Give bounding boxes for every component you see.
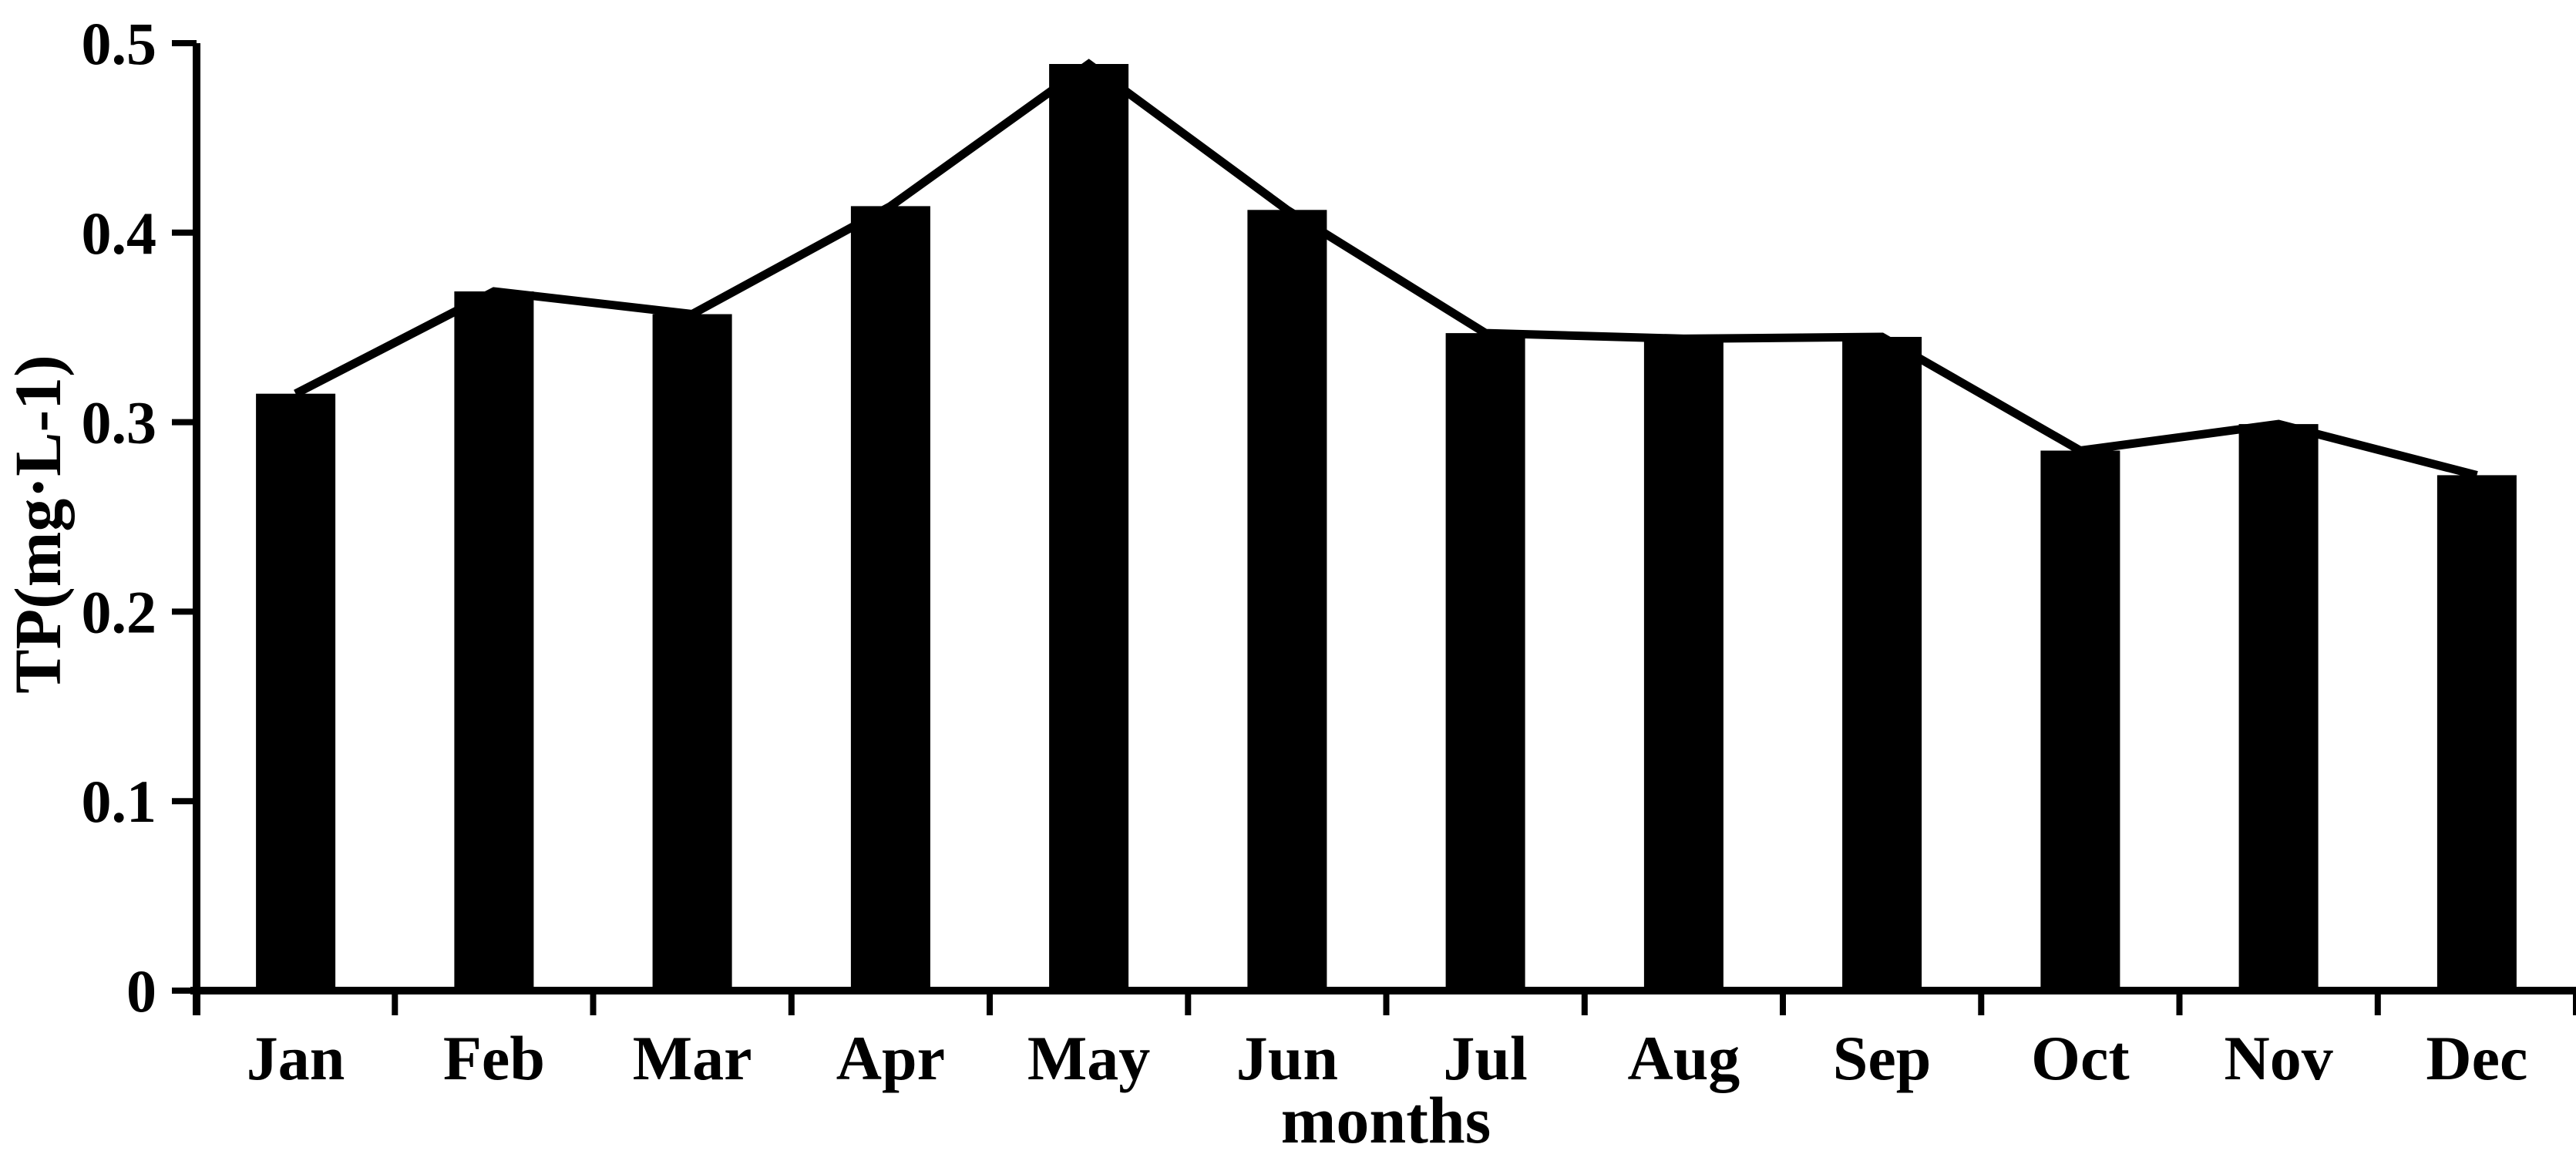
bar-Feb — [454, 291, 534, 991]
x-tick-label-Mar: Mar — [633, 1023, 752, 1093]
x-tick-label-Jan: Jan — [247, 1023, 345, 1093]
bar-Sep — [1842, 337, 1922, 991]
y-tick-label: 0.4 — [82, 200, 157, 267]
bar-May — [1049, 64, 1129, 991]
bar-Apr — [850, 206, 930, 991]
x-tick-label-Apr: Apr — [836, 1023, 945, 1093]
x-axis-title: months — [1281, 1083, 1491, 1157]
y-tick-label: 0 — [126, 957, 156, 1025]
x-tick-label-Feb: Feb — [443, 1023, 545, 1093]
x-tick-label-Jun: Jun — [1236, 1023, 1338, 1093]
plot-area: 0 0.1 0.2 0.3 0.4 0.5 Jan Feb Mar Apr May Jun Jul Aug… — [82, 10, 2576, 1093]
bar-Dec — [2436, 475, 2517, 991]
y-tick-label: 0.2 — [82, 578, 157, 645]
x-tick-label-May: May — [1027, 1023, 1150, 1093]
x-tick-label-Sep: Sep — [1833, 1023, 1932, 1093]
y-axis-title: TP(mg·L-1) — [1, 355, 75, 694]
x-tick-label-Nov: Nov — [2224, 1023, 2332, 1093]
x-tick-label-Oct: Oct — [2031, 1023, 2129, 1093]
trend-line — [294, 59, 2478, 480]
bar-Nov — [2238, 424, 2319, 991]
y-tick-label: 0.3 — [82, 389, 157, 456]
bar-Aug — [1643, 338, 1723, 991]
x-tick-label-Jul: Jul — [1443, 1023, 1527, 1093]
bar-Oct — [2040, 450, 2120, 991]
x-tick-label-Aug: Aug — [1627, 1023, 1740, 1093]
y-tick-label: 0.5 — [82, 10, 157, 77]
x-tick-label-Dec: Dec — [2426, 1023, 2527, 1093]
bar-Mar — [652, 314, 732, 991]
y-tick-label: 0.1 — [82, 768, 157, 835]
bar-Jun — [1247, 210, 1327, 991]
bar-Jul — [1445, 333, 1525, 991]
bar-Jan — [256, 393, 336, 991]
